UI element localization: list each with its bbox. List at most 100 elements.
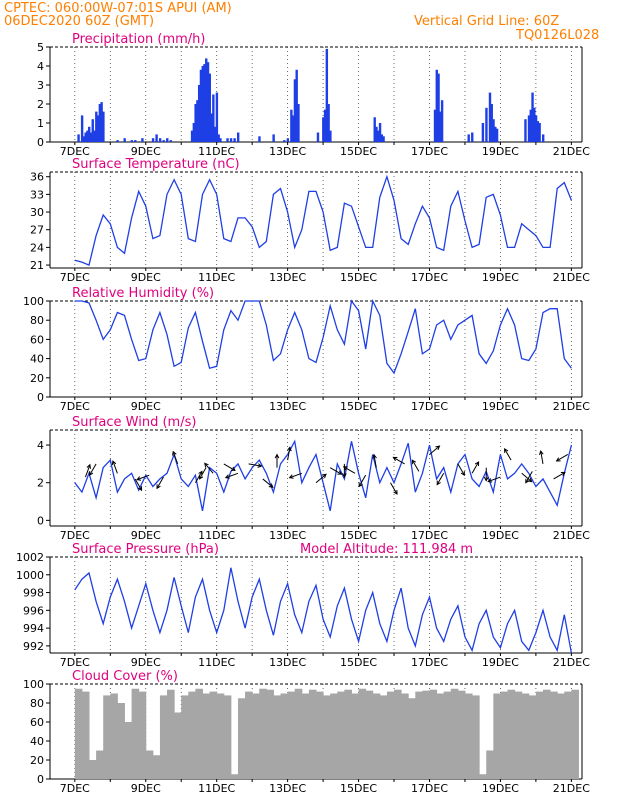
cloud-bar <box>301 693 310 779</box>
wind-arrow <box>436 473 445 485</box>
wind-arrow <box>156 476 164 489</box>
cloud-bar <box>379 695 388 779</box>
precip-bar <box>201 66 204 142</box>
wind-arrow <box>457 463 465 476</box>
cloud-bar <box>138 691 147 779</box>
precip-bar <box>123 138 126 142</box>
wind-arrow-head <box>274 453 280 459</box>
temp-xtick-label: 7DEC <box>60 271 90 284</box>
precip-bar <box>194 104 197 142</box>
wind-arrow-head <box>539 450 544 456</box>
cloud-bar <box>472 695 480 779</box>
precip-bar <box>192 123 196 142</box>
press-panel: Surface Pressure (hPa) Model Altitude: 11… <box>16 542 590 669</box>
precip-bar <box>141 138 144 142</box>
rh-xtick-label: 17DEC <box>411 400 448 413</box>
precip-bar <box>102 111 105 142</box>
press-ytick-label: 992 <box>23 640 44 653</box>
cloud-bar <box>464 693 473 779</box>
cloud-bar <box>450 688 459 779</box>
precip-bar <box>440 100 444 142</box>
cloud-bar <box>401 693 409 779</box>
cloud-bar <box>323 695 331 779</box>
cloud-bar <box>542 689 551 779</box>
wind-arrow-head <box>460 471 465 476</box>
precip-bar <box>98 104 102 142</box>
precip-bar <box>229 138 233 142</box>
rh-ytick-label: 20 <box>30 372 44 385</box>
press-title: Surface Pressure (hPa) <box>72 542 219 557</box>
cloud-ytick-label: 0 <box>37 773 44 786</box>
precip-bar <box>86 130 89 142</box>
cloud-bar <box>159 695 168 779</box>
press-ytick-label: 996 <box>23 604 44 617</box>
precip-bar <box>290 109 293 142</box>
cloud-bar <box>528 695 537 779</box>
precip-bar <box>329 130 332 142</box>
cloud-bar <box>230 774 239 779</box>
rh-xtick-label: 19DEC <box>482 400 519 413</box>
cloud-bar <box>422 690 430 779</box>
wind-xtick-label: 11DEC <box>198 529 235 542</box>
press-xtick-label: 7DEC <box>60 656 90 669</box>
temp-line <box>74 174 573 266</box>
cloud-bar <box>308 689 317 779</box>
precip-ytick-label: 4 <box>37 60 44 73</box>
rh-ytick-label: 40 <box>30 353 44 366</box>
press-ytick-label: 1002 <box>16 551 44 564</box>
wind-xtick-label: 15DEC <box>340 529 377 542</box>
precip-xtick-label: 17DEC <box>411 145 448 158</box>
cloud-bar <box>245 691 253 779</box>
wind-arrow-head <box>230 466 236 471</box>
cloud-bar <box>202 693 211 779</box>
cloud-bar <box>103 695 111 779</box>
wind-line <box>74 439 573 512</box>
wind-arrow <box>112 460 118 474</box>
precip-bar <box>166 138 169 142</box>
cloud-bar <box>337 691 345 779</box>
cloud-bar <box>167 689 175 779</box>
cloud-bar <box>557 693 565 779</box>
wind-arrow <box>393 456 405 465</box>
wind-panel: Surface Wind (m/s) 0 2 4 7DEC 9DEC 11DEC 13DEC 1… <box>37 415 590 542</box>
wind-ytick-label: 2 <box>37 477 44 490</box>
cloud-bar <box>273 695 282 779</box>
wind-arrow-head <box>435 445 441 450</box>
wind-arrow-head <box>337 470 343 475</box>
rh-line <box>74 298 572 375</box>
wind-arrow <box>84 464 91 478</box>
precip-bar <box>196 100 199 142</box>
precip-bar <box>158 138 162 142</box>
wind-arrow-head <box>392 456 398 462</box>
wind-arrow-head <box>436 480 441 486</box>
precip-bar <box>536 121 540 142</box>
wind-arrow-head <box>288 474 294 479</box>
precip-bar <box>373 117 376 142</box>
wind-arrow <box>525 471 533 483</box>
precip-bar <box>272 134 275 142</box>
cloud-bar <box>429 689 438 779</box>
wind-xtick-label: 21DEC <box>553 529 590 542</box>
cloud-xtick-label: 17DEC <box>411 782 448 795</box>
wind-arrow <box>134 478 143 491</box>
wind-arrow-head <box>287 446 292 452</box>
press-line <box>74 567 573 654</box>
precip-bar <box>323 109 327 142</box>
temp-ytick-label: 21 <box>30 259 44 272</box>
precip-bar <box>151 138 155 142</box>
wind-xtick-label: 13DEC <box>269 529 306 542</box>
cloud-xtick-label: 19DEC <box>482 782 519 795</box>
temp-xtick-label: 19DEC <box>482 271 519 284</box>
precip-bar <box>316 132 320 142</box>
cloud-bar <box>81 691 90 779</box>
precip-bar <box>77 134 80 142</box>
precip-bar <box>541 134 545 142</box>
precip-bar <box>199 69 203 142</box>
wind-arrow-head <box>172 450 177 456</box>
wind-arrow <box>89 463 97 476</box>
precip-ytick-label: 3 <box>37 79 44 92</box>
press-note: Model Altitude: 111.984 m <box>300 542 473 557</box>
precip-bar <box>531 92 534 142</box>
precip-xtick-label: 19DEC <box>482 145 519 158</box>
